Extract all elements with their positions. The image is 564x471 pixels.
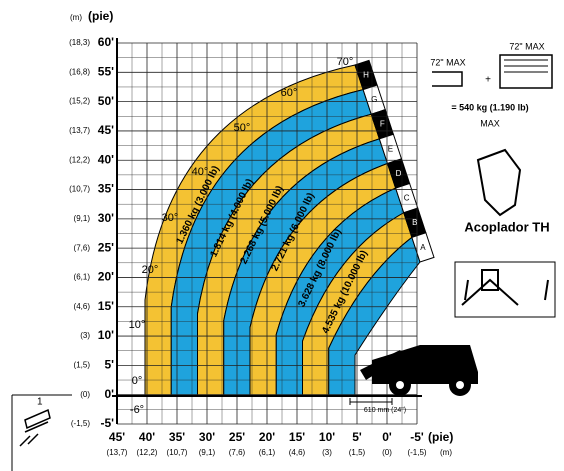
x-tick-label-ft: 25' — [229, 430, 245, 444]
lift-icon — [461, 269, 549, 306]
y-tick-label-ft: 55' — [98, 64, 114, 78]
x-unit-m: (m) — [440, 448, 452, 457]
y-tick-label-ft: 50' — [98, 94, 114, 108]
machine-silhouette — [360, 345, 478, 396]
x-tick-label-m: (3) — [322, 448, 332, 457]
plus: + — [485, 75, 491, 86]
x-tick-label-m: (-1,5) — [407, 448, 426, 457]
y-tick-label-ft: 35' — [98, 182, 114, 196]
y-tick-label-ft: 5' — [104, 358, 114, 372]
y-tick-label-m: (9,1) — [74, 214, 91, 223]
x-tick-label-m: (4,6) — [289, 448, 306, 457]
bucket-width: 72" MAX — [509, 41, 544, 51]
y-tick-label-m: (-1,5) — [71, 419, 90, 428]
clearance: 610 mm (24") — [364, 407, 406, 414]
x-tick-label-ft: -5' — [410, 430, 424, 444]
angle-label: 40° — [192, 166, 209, 178]
corner-frame — [11, 394, 72, 471]
y-tick-label-m: (18,3) — [69, 38, 90, 47]
y-tick-label-ft: 10' — [98, 328, 114, 342]
x-tick-label-m: (6,1) — [259, 448, 276, 457]
y-unit-ft: (pie) — [88, 9, 113, 23]
capacity-max: MAX — [480, 118, 500, 128]
x-tick-label-ft: 20' — [259, 430, 275, 444]
angle-label: 10° — [129, 319, 146, 331]
coupler-label: Acoplador TH — [464, 219, 549, 234]
x-tick-label-m: (12,2) — [137, 448, 158, 457]
bucket-icon-lines — [504, 59, 548, 73]
x-tick-label-ft: 15' — [289, 430, 305, 444]
zone-letter: B — [412, 218, 417, 227]
zone-letter: G — [371, 95, 377, 104]
zone-letter: A — [420, 243, 426, 252]
corner-number: 1 — [37, 397, 43, 408]
x-tick-label-ft: 45' — [109, 430, 125, 444]
y-tick-label-ft: 15' — [98, 299, 114, 313]
y-tick-label-m: (0) — [80, 390, 90, 399]
angle-label: -6° — [130, 404, 144, 416]
grid — [112, 38, 422, 425]
x-tick-label-m: (9,1) — [199, 448, 216, 457]
y-tick-label-m: (16,8) — [69, 67, 90, 76]
x-tick-label-m: (10,7) — [167, 448, 188, 457]
fork-width: 72" MAX — [430, 57, 465, 67]
x-tick-label-ft: 10' — [319, 430, 335, 444]
x-tick-label-m: (7,6) — [229, 448, 246, 457]
coupler-icon — [476, 148, 522, 217]
x-tick-label-m: (0) — [382, 448, 392, 457]
bucket-icon — [499, 54, 553, 89]
zone-letter: D — [396, 169, 402, 178]
y-tick-label-m: (6,1) — [74, 273, 91, 282]
y-tick-label-m: (4,6) — [74, 302, 91, 311]
zone-letter: F — [380, 120, 385, 129]
angle-label: 0° — [132, 375, 143, 387]
y-tick-label-m: (12,2) — [69, 155, 90, 164]
x-unit-ft: (pie) — [428, 430, 453, 444]
y-tick-label-ft: 20' — [98, 270, 114, 284]
capacity: = 540 kg (1.190 lb) — [451, 102, 528, 112]
y-tick-label-m: (3) — [80, 331, 90, 340]
angle-label: 60° — [281, 87, 298, 99]
clearance-dim — [349, 398, 393, 405]
y-tick-label-ft: 25' — [98, 240, 114, 254]
x-tick-label-ft: 40' — [139, 430, 155, 444]
y-tick-label-ft: 40' — [98, 152, 114, 166]
angle-label: 20° — [142, 264, 159, 276]
x-tick-label-ft: 5' — [352, 430, 362, 444]
x-tick-label-m: (1,5) — [349, 448, 366, 457]
zone-letter: H — [363, 70, 369, 79]
y-tick-label-m: (13,7) — [69, 126, 90, 135]
x-tick-label-m: (13,7) — [107, 448, 128, 457]
zone-letter: C — [404, 194, 410, 203]
y-tick-label-m: (10,7) — [69, 185, 90, 194]
x-tick-label-ft: 30' — [199, 430, 215, 444]
y-tick-label-ft: 45' — [98, 123, 114, 137]
fork-carriage-icon — [19, 408, 51, 447]
y-tick-label-m: (7,6) — [74, 243, 91, 252]
angle-label: 50° — [234, 122, 251, 134]
y-unit-m: (m) — [70, 13, 82, 22]
angle-label: 30° — [162, 212, 179, 224]
lift-icon-frame — [454, 261, 556, 318]
y-tick-label-m: (1,5) — [74, 360, 91, 369]
zone-letter: E — [388, 144, 393, 153]
y-tick-label-ft: -5' — [100, 416, 114, 430]
y-tick-label-ft: 60' — [98, 35, 114, 49]
y-tick-label-ft: 30' — [98, 211, 114, 225]
x-tick-label-ft: 35' — [169, 430, 185, 444]
angle-label: 70° — [337, 56, 354, 68]
y-tick-label-ft: 0' — [104, 387, 114, 401]
fork-icon — [432, 71, 463, 87]
x-tick-label-ft: 0' — [382, 430, 392, 444]
y-tick-label-m: (15,2) — [69, 97, 90, 106]
